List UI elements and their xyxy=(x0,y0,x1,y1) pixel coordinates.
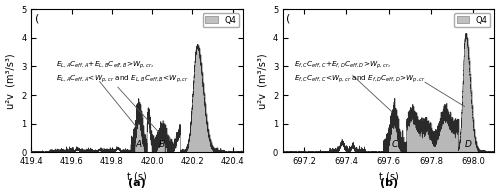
Text: $E_{L,A}C_{eff,A}\!+\!E_{L,B}C_{eff,B}\!>\!W_{p,cr},$: $E_{L,A}C_{eff,A}\!+\!E_{L,B}C_{eff,B}\!… xyxy=(56,59,154,71)
Text: $A$: $A$ xyxy=(135,138,143,149)
Text: (a): (a) xyxy=(128,178,146,188)
Text: $E_{L,A}C_{eff,A}\!<\!W_{p,cr}$ and $E_{L,B}C_{eff,B}\!<\!W_{p,cr}$: $E_{L,A}C_{eff,A}\!<\!W_{p,cr}$ and $E_{… xyxy=(56,74,188,85)
X-axis label: t (s): t (s) xyxy=(127,172,147,182)
Text: $E_{f,C}C_{eff,C}\!+\!E_{f,D}C_{eff,D}\!>\!W_{p,cr},$: $E_{f,C}C_{eff,C}\!+\!E_{f,D}C_{eff,D}\!… xyxy=(294,59,390,71)
Legend: Q4: Q4 xyxy=(202,13,238,27)
Text: $C$: $C$ xyxy=(391,138,399,149)
Text: (: ( xyxy=(34,13,39,23)
Text: (b): (b) xyxy=(380,178,398,188)
Text: (: ( xyxy=(286,13,290,23)
Text: $B$: $B$ xyxy=(158,138,166,149)
Text: $D$: $D$ xyxy=(464,138,472,149)
Text: $E_{f,C}C_{eff,C}\!<\!W_{p,cr}$ and $E_{f,D}C_{eff,D}\!>\!W_{p,cr}$: $E_{f,C}C_{eff,C}\!<\!W_{p,cr}$ and $E_{… xyxy=(294,74,426,85)
Y-axis label: u²v  (m³/s³): u²v (m³/s³) xyxy=(258,53,268,109)
X-axis label: t (s): t (s) xyxy=(379,172,398,182)
Y-axis label: u²v  (m³/s³): u²v (m³/s³) xyxy=(6,53,16,109)
Legend: Q4: Q4 xyxy=(454,13,490,27)
